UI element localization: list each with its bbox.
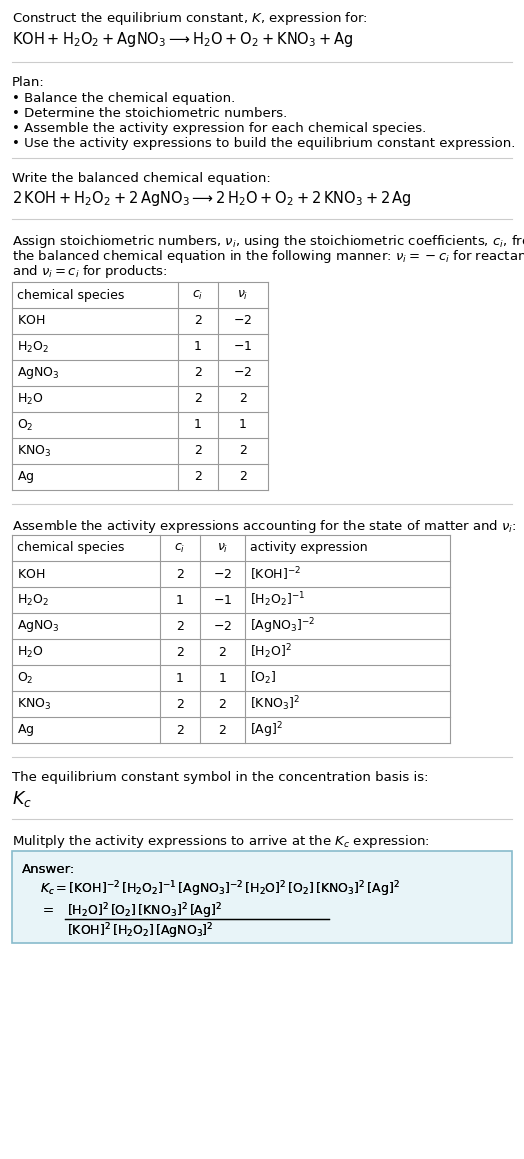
Text: $=$: $=$ bbox=[40, 903, 54, 916]
Text: 2: 2 bbox=[219, 646, 226, 658]
Text: Answer:: Answer: bbox=[22, 863, 75, 876]
Text: $-2$: $-2$ bbox=[213, 620, 232, 633]
Text: $\mathrm{H_2O}$: $\mathrm{H_2O}$ bbox=[17, 392, 43, 407]
Text: chemical species: chemical species bbox=[17, 289, 124, 301]
Text: $\mathrm{O_2}$: $\mathrm{O_2}$ bbox=[17, 417, 34, 432]
Text: $K_c$: $K_c$ bbox=[12, 789, 32, 809]
Text: $2\,\mathrm{KOH + H_2O_2 + 2\,AgNO_3 \longrightarrow 2\,H_2O + O_2 + 2\,KNO_3 + : $2\,\mathrm{KOH + H_2O_2 + 2\,AgNO_3 \lo… bbox=[12, 189, 412, 207]
Text: $\mathrm{AgNO_3}$: $\mathrm{AgNO_3}$ bbox=[17, 365, 60, 381]
Text: $c_i$: $c_i$ bbox=[192, 289, 204, 301]
Text: $\mathrm{Ag}$: $\mathrm{Ag}$ bbox=[17, 722, 35, 738]
Text: $K_c = [\mathrm{KOH}]^{-2}\,[\mathrm{H_2O_2}]^{-1}\,[\mathrm{AgNO_3}]^{-2}\,[\ma: $K_c = [\mathrm{KOH}]^{-2}\,[\mathrm{H_2… bbox=[40, 879, 400, 898]
Text: 2: 2 bbox=[176, 620, 184, 633]
Text: $-1$: $-1$ bbox=[213, 593, 232, 606]
Text: $[\mathrm{H_2O}]^2\,[\mathrm{O_2}]\,[\mathrm{KNO_3}]^2\,[\mathrm{Ag}]^2$: $[\mathrm{H_2O}]^2\,[\mathrm{O_2}]\,[\ma… bbox=[67, 901, 222, 920]
Text: $-2$: $-2$ bbox=[234, 366, 253, 379]
Text: $c_i$: $c_i$ bbox=[174, 541, 185, 554]
Text: $\mathrm{KNO_3}$: $\mathrm{KNO_3}$ bbox=[17, 444, 51, 459]
Text: $\mathrm{H_2O_2}$: $\mathrm{H_2O_2}$ bbox=[17, 592, 49, 607]
Text: $\mathrm{KOH}$: $\mathrm{KOH}$ bbox=[17, 568, 45, 581]
Text: 1: 1 bbox=[219, 671, 226, 685]
Text: Write the balanced chemical equation:: Write the balanced chemical equation: bbox=[12, 172, 271, 185]
Text: $\nu_i$: $\nu_i$ bbox=[237, 289, 249, 301]
Text: chemical species: chemical species bbox=[17, 541, 124, 554]
Text: $\mathrm{KOH}$: $\mathrm{KOH}$ bbox=[17, 314, 45, 328]
Text: Plan:: Plan: bbox=[12, 76, 45, 89]
Text: $[\mathrm{AgNO_3}]^{-2}$: $[\mathrm{AgNO_3}]^{-2}$ bbox=[250, 617, 315, 636]
Text: $\mathrm{AgNO_3}$: $\mathrm{AgNO_3}$ bbox=[17, 618, 60, 634]
Text: 2: 2 bbox=[239, 471, 247, 483]
Text: Assign stoichiometric numbers, $\nu_i$, using the stoichiometric coefficients, $: Assign stoichiometric numbers, $\nu_i$, … bbox=[12, 233, 524, 250]
Text: 2: 2 bbox=[219, 723, 226, 736]
Text: Construct the equilibrium constant, $K$, expression for:: Construct the equilibrium constant, $K$,… bbox=[12, 10, 368, 27]
Text: 2: 2 bbox=[176, 698, 184, 710]
Text: 1: 1 bbox=[194, 418, 202, 431]
Text: the balanced chemical equation in the following manner: $\nu_i = -c_i$ for react: the balanced chemical equation in the fo… bbox=[12, 248, 524, 265]
Text: $[\mathrm{H_2O_2}]^{-1}$: $[\mathrm{H_2O_2}]^{-1}$ bbox=[250, 591, 305, 610]
Text: $[\mathrm{Ag}]^2$: $[\mathrm{Ag}]^2$ bbox=[250, 720, 283, 739]
Text: $[\mathrm{KOH}]^{-2}$: $[\mathrm{KOH}]^{-2}$ bbox=[250, 566, 301, 583]
Text: $[\mathrm{KNO_3}]^2$: $[\mathrm{KNO_3}]^2$ bbox=[250, 694, 300, 713]
Text: 2: 2 bbox=[239, 445, 247, 458]
Text: 2: 2 bbox=[239, 393, 247, 406]
Text: $\mathrm{KOH + H_2O_2 + AgNO_3 \longrightarrow H_2O + O_2 + KNO_3 + Ag}$: $\mathrm{KOH + H_2O_2 + AgNO_3 \longrigh… bbox=[12, 30, 354, 49]
Text: 2: 2 bbox=[194, 393, 202, 406]
Text: and $\nu_i = c_i$ for products:: and $\nu_i = c_i$ for products: bbox=[12, 263, 168, 280]
Text: 2: 2 bbox=[194, 314, 202, 328]
Text: $\mathrm{KNO_3}$: $\mathrm{KNO_3}$ bbox=[17, 697, 51, 712]
Text: $[\mathrm{KOH}]^2\,[\mathrm{H_2O_2}]\,[\mathrm{AgNO_3}]^2$: $[\mathrm{KOH}]^2\,[\mathrm{H_2O_2}]\,[\… bbox=[67, 921, 214, 941]
Text: 1: 1 bbox=[239, 418, 247, 431]
Text: $\mathrm{H_2O}$: $\mathrm{H_2O}$ bbox=[17, 644, 43, 659]
Text: 2: 2 bbox=[176, 568, 184, 581]
Text: 2: 2 bbox=[194, 366, 202, 379]
Text: 1: 1 bbox=[194, 341, 202, 353]
Text: $\mathrm{O_2}$: $\mathrm{O_2}$ bbox=[17, 670, 34, 686]
Text: $-2$: $-2$ bbox=[234, 314, 253, 328]
Text: 2: 2 bbox=[176, 646, 184, 658]
Text: 1: 1 bbox=[176, 671, 184, 685]
Text: $\mathrm{Ag}$: $\mathrm{Ag}$ bbox=[17, 469, 35, 484]
Text: 1: 1 bbox=[176, 593, 184, 606]
Text: $\nu_i$: $\nu_i$ bbox=[217, 541, 228, 554]
Text: • Determine the stoichiometric numbers.: • Determine the stoichiometric numbers. bbox=[12, 107, 287, 121]
Text: $\mathrm{H_2O_2}$: $\mathrm{H_2O_2}$ bbox=[17, 340, 49, 355]
Text: $[\mathrm{H_2O}]^2\,[\mathrm{O_2}]\,[\mathrm{KNO_3}]^2\,[\mathrm{Ag}]^2$: $[\mathrm{H_2O}]^2\,[\mathrm{O_2}]\,[\ma… bbox=[67, 901, 222, 920]
Text: 2: 2 bbox=[194, 445, 202, 458]
Text: $-1$: $-1$ bbox=[233, 341, 253, 353]
Text: • Assemble the activity expression for each chemical species.: • Assemble the activity expression for e… bbox=[12, 122, 426, 134]
Text: activity expression: activity expression bbox=[250, 541, 368, 554]
Text: $-2$: $-2$ bbox=[213, 568, 232, 581]
Text: • Use the activity expressions to build the equilibrium constant expression.: • Use the activity expressions to build … bbox=[12, 137, 516, 150]
Text: Answer:: Answer: bbox=[22, 863, 75, 876]
Text: • Balance the chemical equation.: • Balance the chemical equation. bbox=[12, 92, 235, 105]
Text: Assemble the activity expressions accounting for the state of matter and $\nu_i$: Assemble the activity expressions accoun… bbox=[12, 518, 517, 535]
Text: 2: 2 bbox=[194, 471, 202, 483]
Text: The equilibrium constant symbol in the concentration basis is:: The equilibrium constant symbol in the c… bbox=[12, 771, 429, 783]
Text: $=$: $=$ bbox=[40, 903, 54, 916]
FancyBboxPatch shape bbox=[12, 851, 512, 943]
Text: 2: 2 bbox=[219, 698, 226, 710]
Text: $[\mathrm{KOH}]^2\,[\mathrm{H_2O_2}]\,[\mathrm{AgNO_3}]^2$: $[\mathrm{KOH}]^2\,[\mathrm{H_2O_2}]\,[\… bbox=[67, 921, 214, 941]
Text: $K_c = [\mathrm{KOH}]^{-2}\,[\mathrm{H_2O_2}]^{-1}\,[\mathrm{AgNO_3}]^{-2}\,[\ma: $K_c = [\mathrm{KOH}]^{-2}\,[\mathrm{H_2… bbox=[40, 879, 400, 898]
Text: 2: 2 bbox=[176, 723, 184, 736]
Text: Mulitply the activity expressions to arrive at the $K_c$ expression:: Mulitply the activity expressions to arr… bbox=[12, 833, 430, 850]
Text: $[\mathrm{H_2O}]^2$: $[\mathrm{H_2O}]^2$ bbox=[250, 642, 292, 662]
Text: $[\mathrm{O_2}]$: $[\mathrm{O_2}]$ bbox=[250, 670, 277, 686]
